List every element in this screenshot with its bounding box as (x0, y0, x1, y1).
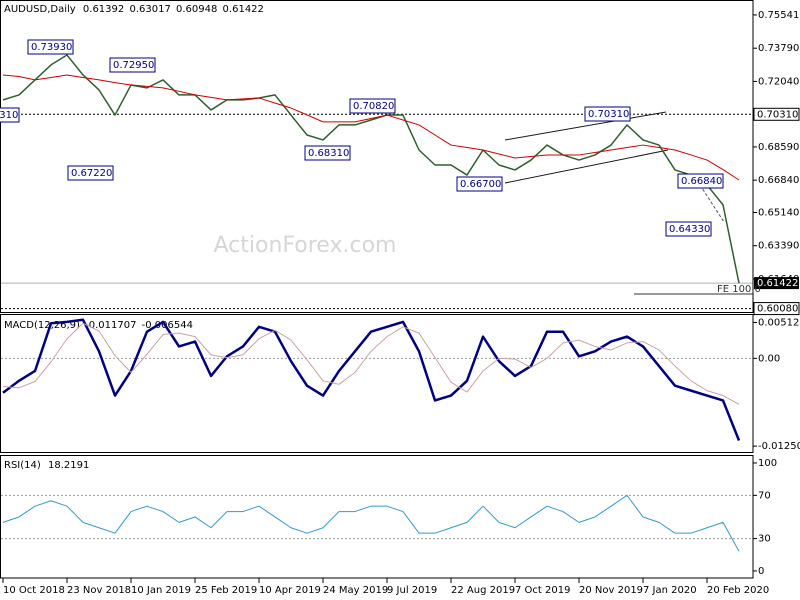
annotation-box (456, 176, 503, 192)
y-tick-label: 0.68590 (758, 142, 799, 153)
watermark: ActionForex.com (214, 233, 397, 258)
annotation-label: 0.68310 (308, 148, 349, 159)
signal-reading: -0.006544 (142, 320, 193, 331)
annotation-box (584, 106, 631, 122)
annotation-label: 0.66840 (681, 176, 722, 187)
annotation-box (665, 221, 712, 237)
channel-lower (504, 149, 669, 184)
macd-title: MACD(12,26,9) (4, 320, 80, 331)
rsi-title: RSI(14) (4, 460, 41, 471)
x-tick-label: 20 Feb 2020 (707, 585, 769, 596)
rsi-reading: 18.2191 (48, 460, 89, 471)
level-label: 0.70310 (757, 109, 798, 120)
y-tick-label: 0.65140 (758, 207, 799, 218)
annotation-box (349, 98, 396, 114)
last-price-box (754, 277, 799, 290)
x-tick-label: 23 Nov 2018 (67, 585, 131, 596)
level-box (753, 107, 800, 121)
series-line (2, 74, 740, 181)
x-tick-label: 24 May 2019 (323, 585, 388, 596)
low: 0.60948 (176, 4, 217, 15)
level-label: 0.60080 (757, 304, 798, 315)
macd-header: MACD(12,26,9) -0.011707 -0.006544 (4, 320, 193, 331)
x-tick-label: 9 Jul 2019 (387, 585, 437, 596)
x-tick-label: 10 Apr 2019 (259, 585, 321, 596)
series-line (2, 318, 741, 441)
series-line (2, 322, 740, 405)
annotation-box (109, 57, 156, 73)
annotation-box (67, 165, 114, 181)
annotation-label: FE 100.0 (717, 284, 761, 295)
y-tick-label: 100 (758, 458, 777, 469)
x-tick-label: 10 Oct 2018 (3, 585, 65, 596)
series-line (2, 494, 740, 552)
x-tick-label: 20 Nov 2019 (579, 585, 643, 596)
panel-frames (0, 0, 754, 579)
y-tick-label: 0 (758, 566, 764, 577)
annotation-label: 0.70820 (353, 101, 394, 112)
y-tick-label: 0.66840 (758, 175, 799, 186)
y-tick-label: 0.00 (758, 353, 780, 364)
fe-leg (699, 184, 725, 223)
level-box (753, 302, 800, 316)
rsi-header: RSI(14) 18.2191 (4, 460, 89, 471)
macd-reading: -0.011707 (85, 320, 136, 331)
y-tick-label: 30 (758, 534, 771, 545)
x-tick-label: 25 Feb 2019 (195, 585, 257, 596)
y-tick-label: 70 (758, 490, 771, 501)
macd-frame (0, 314, 754, 453)
annotation-label: 0.70310 (0, 110, 18, 121)
y-tick-label: 0.005121 (758, 317, 800, 328)
last-price-label: 0.61422 (757, 278, 798, 289)
high: 0.63017 (129, 4, 170, 15)
annotation-box (677, 173, 724, 189)
annotation-label: 0.73930 (31, 42, 72, 53)
x-tick-label: 22 Aug 2019 (451, 585, 515, 596)
series-line (2, 54, 740, 284)
annotation-box (0, 107, 20, 123)
y-tick-label: 0.63390 (758, 241, 799, 252)
y-tick-label: 0.72040 (758, 76, 799, 87)
x-tick-label: 10 Jan 2019 (131, 585, 191, 596)
annotation-box (27, 39, 74, 55)
drawings (504, 111, 753, 295)
open: 0.61392 (83, 4, 124, 15)
annotation-label: 0.67220 (71, 168, 112, 179)
close: 0.61422 (223, 4, 264, 15)
price-frame (0, 0, 754, 313)
annotation-label: 0.64330 (669, 224, 710, 235)
rsi-frame (0, 455, 754, 579)
y-tick-label: -0.012509 (758, 441, 800, 452)
x-tick-label: 7 Oct 2019 (515, 585, 570, 596)
annotation-label: 0.70310 (588, 109, 629, 120)
symbol: AUDUSD,Daily (4, 4, 76, 15)
y-tick-label: 0.73790 (758, 43, 799, 54)
channel-upper (504, 111, 667, 141)
annotation-box (304, 145, 351, 161)
x-tick-label: 7 Jan 2020 (643, 585, 697, 596)
annotation-label: 0.72950 (113, 60, 154, 71)
annotation-label: 0.66700 (460, 179, 501, 190)
y-tick-label: 0.75541 (758, 10, 799, 21)
price-header: AUDUSD,Daily 0.61392 0.63017 0.60948 0.6… (4, 4, 264, 15)
